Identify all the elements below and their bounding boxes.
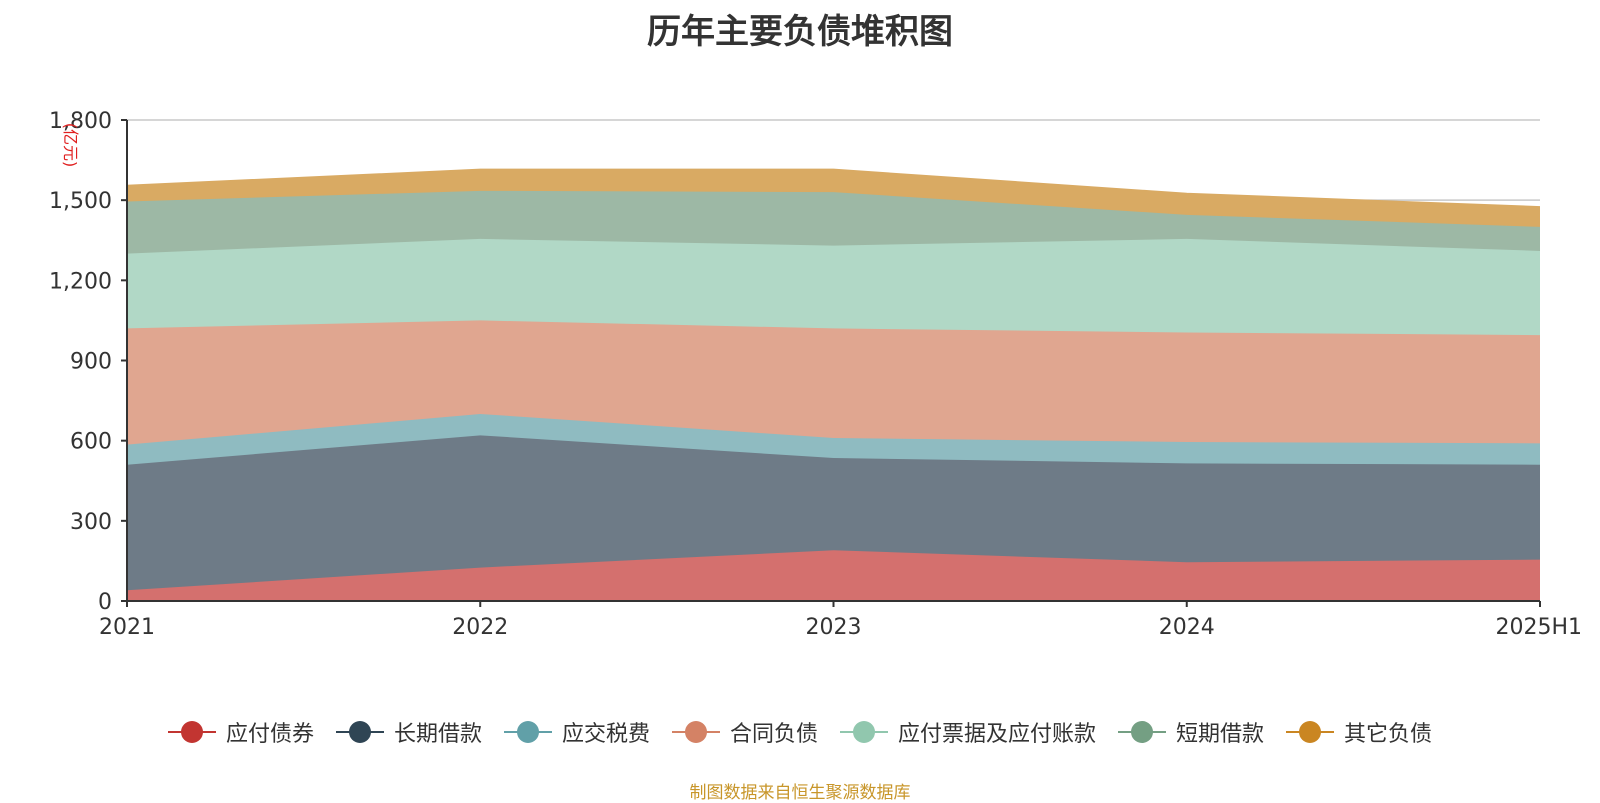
legend-item-7[interactable]: 其它负债 (1286, 716, 1432, 748)
x-tick-label-2: 2023 (806, 615, 862, 640)
legend-marker-icon (1286, 720, 1335, 744)
legend-marker-icon (671, 720, 720, 744)
area-series-6 (127, 190, 1540, 254)
y-tick-label-5: 1,500 (49, 189, 112, 214)
legend-item-1[interactable]: 应付债券 (167, 716, 314, 748)
chart-title: 历年主要负债堆积图 (647, 12, 953, 52)
line-series-7 (126, 168, 1541, 208)
legend-label: 应交税费 (561, 722, 650, 747)
legend-label: 长期借款 (393, 722, 482, 747)
legend-marker-icon (1118, 720, 1167, 744)
area-series-5 (127, 238, 1540, 336)
x-tick-label-3: 2024 (1159, 615, 1215, 640)
y-tick-label-1: 300 (70, 510, 112, 535)
legend-label: 应付债券 (225, 722, 314, 747)
x-tick-label-1: 2022 (452, 615, 508, 640)
area-series-2 (127, 435, 1540, 591)
y-tick-label-3: 900 (70, 350, 112, 375)
area-series-3 (127, 413, 1540, 465)
legend-marker-icon (840, 720, 888, 744)
legend-label: 应付票据及应付账款 (898, 722, 1097, 747)
y-tick-label-2: 600 (70, 430, 112, 455)
legend-marker-icon (503, 720, 552, 744)
y-unit-label: (亿元) (61, 123, 80, 168)
area-series-7 (127, 169, 1540, 227)
y-tick-label-6: 1,800 (49, 109, 112, 134)
legend-item-3[interactable]: 应交税费 (503, 716, 650, 748)
legend-item-4[interactable]: 合同负债 (671, 716, 818, 748)
legend-label: 短期借款 (1176, 722, 1265, 747)
chart-legend: 应付债券 长期借款 应交税费 合同负债 应付票据及应付账款 短期借款 其它负债 (0, 716, 1600, 748)
y-tick-label-0: 0 (98, 590, 112, 615)
legend-marker-icon (335, 720, 384, 744)
legend-item-6[interactable]: 短期借款 (1118, 716, 1264, 748)
y-tick-label-4: 1,200 (49, 269, 112, 294)
x-tick-label-4: 2025H1 (1495, 615, 1582, 640)
legend-label: 其它负债 (1344, 722, 1433, 747)
legend-label: 合同负债 (729, 722, 818, 747)
x-tick-label-0: 2021 (99, 615, 155, 640)
data-source-note: 制图数据来自恒生聚源数据库 (689, 783, 911, 803)
legend-item-5[interactable]: 应付票据及应付账款 (840, 716, 1096, 748)
area-series-4 (127, 320, 1540, 445)
legend-marker-icon (167, 720, 216, 744)
legend-item-2[interactable]: 长期借款 (335, 716, 482, 748)
